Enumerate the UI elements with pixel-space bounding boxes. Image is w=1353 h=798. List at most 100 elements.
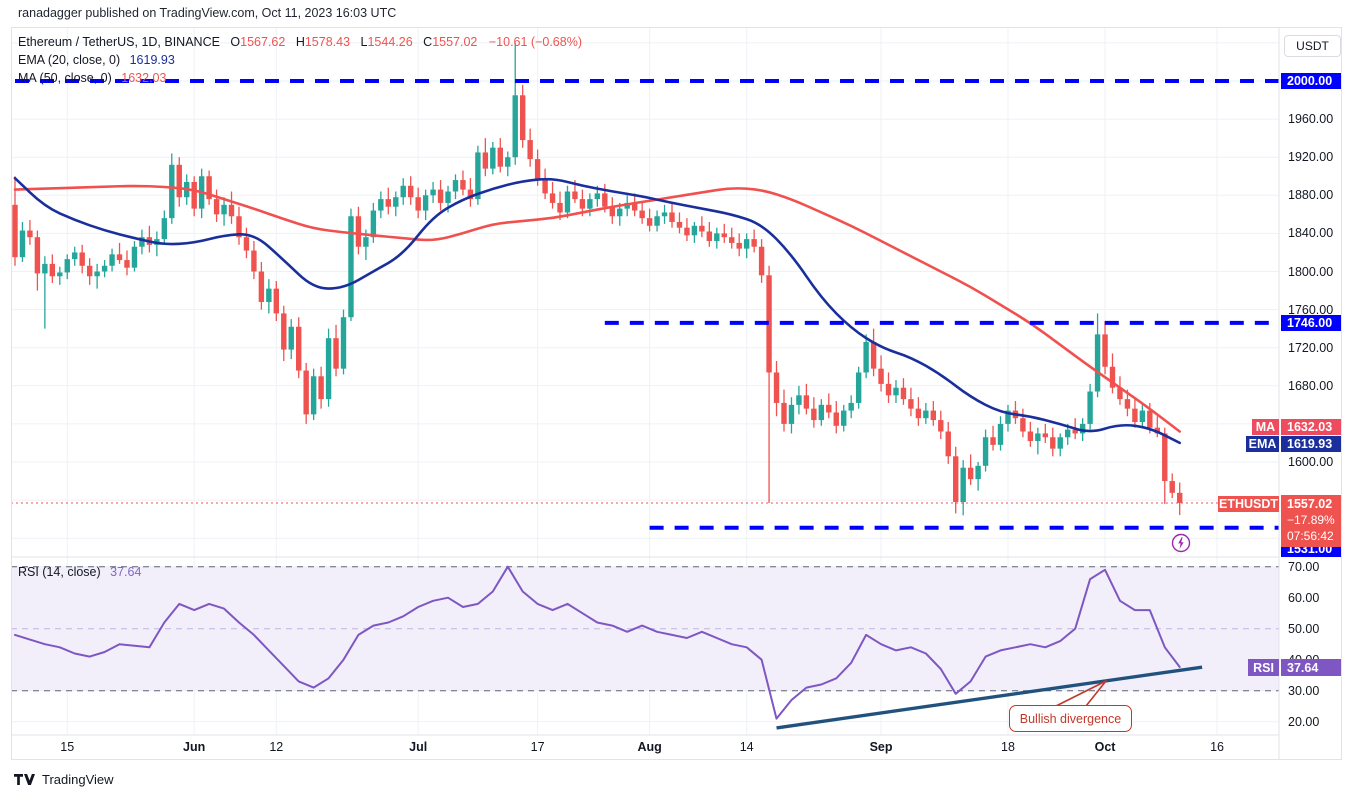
candle-body <box>258 271 265 302</box>
candle-body <box>542 180 548 194</box>
price-axis-label: 1960.00 <box>1288 112 1334 127</box>
legend-close-value: 1557.02 <box>432 35 478 49</box>
candle-body <box>1102 334 1108 367</box>
candle-body <box>1042 433 1049 438</box>
candle-body <box>1176 492 1183 503</box>
rsi-legend-value: 37.64 <box>110 565 142 579</box>
candle-body <box>758 246 765 276</box>
candle-body <box>863 341 869 373</box>
legend-ma-row[interactable]: MA (50, close, 0) 1632.03 <box>18 69 582 87</box>
candle-body <box>169 164 175 219</box>
rsi-axis-label: 20.00 <box>1288 714 1320 729</box>
candle-body <box>617 208 623 217</box>
candle-body <box>915 408 922 419</box>
legend-title: Ethereum / TetherUS, 1D, BINANCE <box>18 35 220 49</box>
rsi-axis-label: 70.00 <box>1288 559 1320 574</box>
time-axis-label: Jun <box>183 740 206 754</box>
candle-body <box>236 216 242 238</box>
candle-body <box>1057 437 1063 449</box>
candle-body <box>549 193 556 203</box>
candle-body <box>1109 366 1116 388</box>
candle-body <box>422 195 429 211</box>
candle-body <box>27 230 33 238</box>
candle-body <box>116 254 123 261</box>
price-axis-label: 1840.00 <box>1288 226 1334 241</box>
symbol-price-tag-label: ETHUSDT <box>1218 496 1279 512</box>
legend-ema-row[interactable]: EMA (20, close, 0) 1619.93 <box>18 51 582 69</box>
candle-body <box>296 326 302 371</box>
candle-body <box>639 210 645 219</box>
candle-body <box>79 252 85 266</box>
candle-body <box>1169 481 1175 493</box>
price-axis-label: 1680.00 <box>1288 378 1334 393</box>
candle-body <box>393 197 399 207</box>
legend-ema-name: EMA (20, close, 0) <box>18 53 121 67</box>
last-price-change: −17.89% <box>1287 513 1335 527</box>
price-axis-label: 1880.00 <box>1288 188 1334 203</box>
candle-body <box>206 176 212 200</box>
candle-body <box>982 437 989 466</box>
candle-body <box>714 233 720 242</box>
candle-body <box>699 225 705 232</box>
candle-body <box>870 341 877 369</box>
candle-body <box>49 263 56 277</box>
candle-body <box>452 180 459 192</box>
candle-body <box>12 204 18 258</box>
candle-body <box>34 237 41 274</box>
candle-body <box>691 225 698 236</box>
candle-body <box>57 272 63 277</box>
candle-body <box>967 467 974 480</box>
candle-body <box>855 372 862 403</box>
candle-body <box>1072 429 1078 434</box>
ma-price-tag: 1632.03 <box>1281 419 1341 435</box>
tradingview-logo-icon <box>14 774 35 785</box>
candle-body <box>1050 437 1056 449</box>
candle-body <box>415 197 421 211</box>
candle-body <box>348 216 354 318</box>
candle-body <box>594 193 601 200</box>
candle-body <box>340 317 347 369</box>
level-price-tag: 1746.00 <box>1281 314 1341 331</box>
candle-body <box>938 420 944 432</box>
candle-body <box>975 465 981 480</box>
lightning-icon <box>1178 537 1184 549</box>
candle-body <box>676 221 683 228</box>
candle-body <box>1087 391 1093 424</box>
candle-body <box>400 185 406 198</box>
bullish-divergence-callout[interactable]: Bullish divergence <box>1009 705 1132 732</box>
candle-body <box>990 437 996 445</box>
candle-body <box>407 185 414 198</box>
legend-ma-value: 1632.03 <box>121 71 167 85</box>
candle-body <box>101 265 108 272</box>
tradingview-label: TradingView <box>42 772 114 787</box>
candle-body <box>482 152 489 169</box>
callout-pointer <box>1055 680 1107 707</box>
time-axis-label: 14 <box>739 740 754 754</box>
candle-body <box>325 338 332 400</box>
candle-body <box>579 199 586 209</box>
candle-body <box>281 313 287 350</box>
time-axis-label: Jul <box>409 740 428 754</box>
candle-body <box>1132 408 1138 422</box>
candle-body <box>557 202 563 213</box>
rsi-legend[interactable]: RSI (14, close) 37.64 <box>18 564 141 580</box>
time-axis-label: 18 <box>1001 740 1015 754</box>
legend-open-label: O <box>230 35 241 49</box>
candle-body <box>303 370 309 415</box>
candle-body <box>721 233 727 238</box>
currency-button[interactable]: USDT <box>1284 35 1341 57</box>
ma-line <box>13 184 1181 433</box>
candle-body <box>131 246 138 268</box>
candle-body <box>878 368 884 384</box>
price-axis-label: 1760.00 <box>1288 302 1334 317</box>
candle-body <box>266 288 272 302</box>
candle-body <box>848 402 854 411</box>
legend-ema-value: 1619.93 <box>129 53 175 67</box>
candle-body <box>893 387 899 396</box>
candle-body <box>960 467 966 503</box>
last-price-tag: 1557.02 −17.89% 07:56:42 <box>1281 495 1341 547</box>
ma-series-tag: MA <box>1252 419 1279 435</box>
chart-legend: Ethereum / TetherUS, 1D, BINANCE O1567.6… <box>18 33 582 87</box>
candle-body <box>251 250 257 272</box>
trendline[interactable] <box>776 665 1203 730</box>
